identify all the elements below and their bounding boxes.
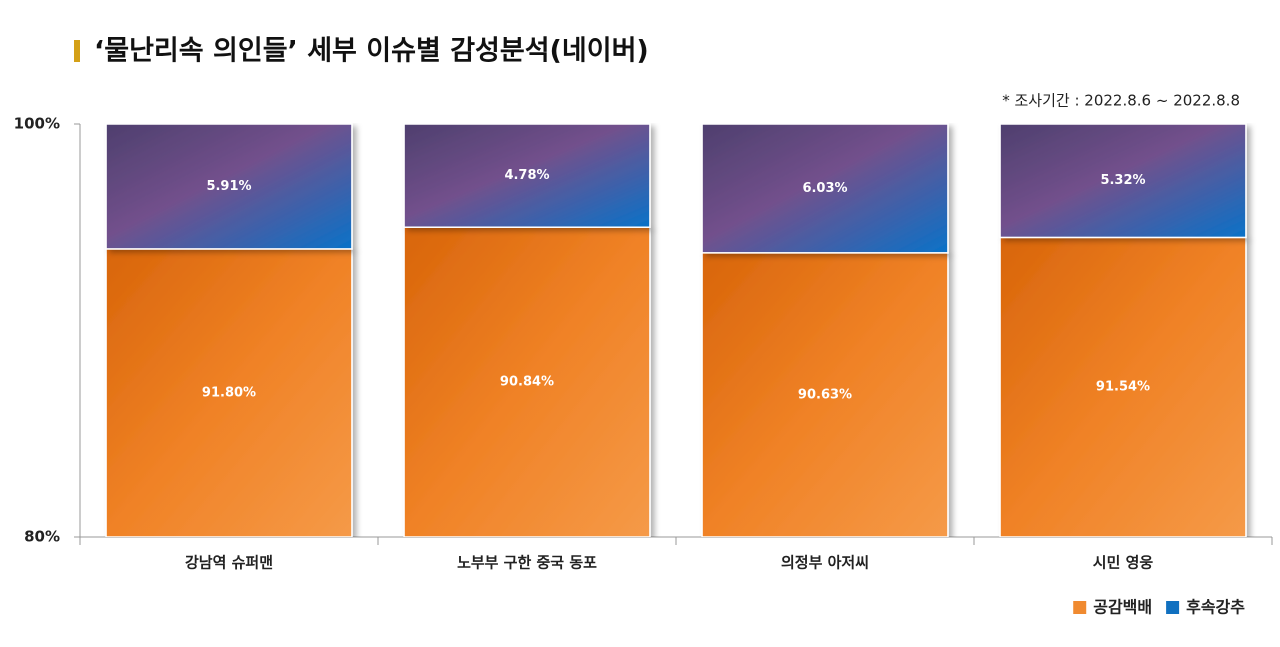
legend-label: 공감백배 <box>1093 598 1152 617</box>
data-label: 5.32% <box>1100 173 1145 188</box>
data-label: 91.80% <box>202 385 256 400</box>
y-tick-label: 100% <box>14 115 60 133</box>
x-tick-label: 의정부 아저씨 <box>781 554 869 572</box>
bar-segment <box>999 236 1247 537</box>
bar-segment <box>403 123 651 228</box>
data-label: 91.54% <box>1096 380 1150 395</box>
x-tick-label: 강남역 슈퍼맨 <box>185 554 273 572</box>
legend-swatch <box>1166 601 1180 614</box>
legend-label: 후속강추 <box>1186 598 1245 617</box>
data-label: 4.78% <box>504 168 549 183</box>
bar-segment <box>105 248 353 537</box>
data-label: 90.63% <box>798 387 852 402</box>
title-marker <box>74 40 80 62</box>
data-label: 90.84% <box>500 375 554 390</box>
subtitle: * 조사기간 : 2022.8.6 ~ 2022.8.8 <box>1002 92 1240 110</box>
data-label: 6.03% <box>802 181 847 196</box>
x-tick-label: 노부부 구한 중국 동포 <box>457 554 597 572</box>
bar-segment <box>701 123 949 254</box>
legend-swatch <box>1073 601 1087 614</box>
bar-segment <box>105 123 353 250</box>
data-label: 5.91% <box>206 179 251 194</box>
bar-segment <box>701 252 949 537</box>
x-tick-label: 시민 영웅 <box>1093 554 1154 572</box>
chart-title: ‘물난리속 의인들’ 세부 이슈별 감성분석(네이버) <box>94 36 649 67</box>
bar-segment <box>403 226 651 537</box>
y-tick-label: 80% <box>24 528 60 546</box>
bar-segment <box>999 123 1247 239</box>
